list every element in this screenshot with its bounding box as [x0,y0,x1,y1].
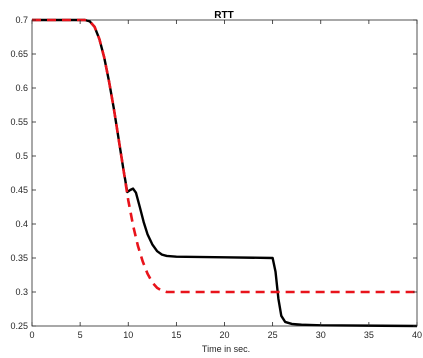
x-axis-ticks: 0 5 10 15 20 25 30 35 40 [29,20,422,340]
x-tick-label: 0 [29,330,34,340]
y-tick-label: 0.3 [15,287,28,297]
y-tick-label: 0.45 [10,185,28,195]
series-line-1 [32,18,418,328]
x-tick-label: 20 [219,330,229,340]
x-tick-label: 15 [171,330,181,340]
x-tick-label: 30 [316,330,326,340]
chart-title: RTT [214,10,233,21]
series-layer [32,18,418,328]
y-tick-label: 0.65 [10,49,28,59]
y-tick-label: 0.35 [10,253,28,263]
x-tick-label: 5 [78,330,83,340]
x-tick-label: 35 [364,330,374,340]
y-tick-label: 0.5 [15,151,28,161]
y-tick-label: 0.6 [15,83,28,93]
x-tick-label: 40 [412,330,422,340]
x-axis-label: Time in sec. [202,344,250,354]
y-tick-label: 0.25 [10,321,28,331]
y-axis-ticks: 0.25 0.3 0.35 0.4 0.45 0.5 0.55 0.6 0.65 0.7 [10,15,417,331]
y-tick-label: 0.55 [10,117,28,127]
y-tick-label: 0.4 [15,219,28,229]
x-tick-label: 10 [123,330,133,340]
x-tick-label: 25 [268,330,278,340]
y-tick-label: 0.7 [15,15,28,25]
